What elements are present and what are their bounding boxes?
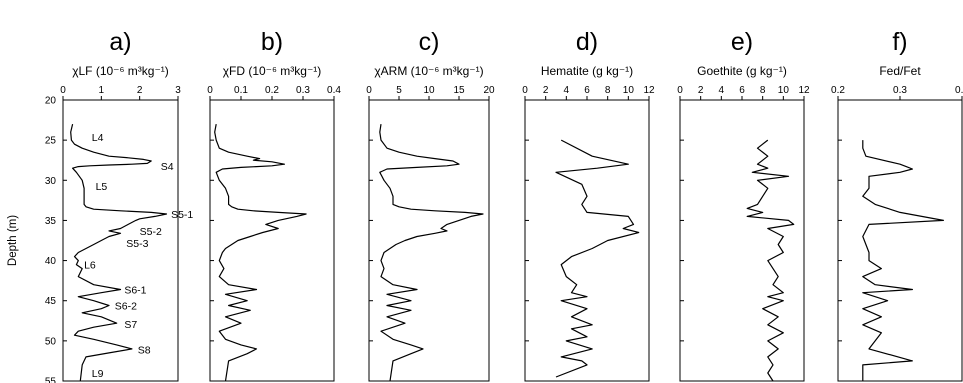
x-tick-label: 0.3 [893,85,907,96]
x-tick-label: 0.4 [955,85,963,96]
panel-frame [368,99,490,382]
layer-label: L4 [92,132,104,144]
panel-frame [62,99,179,382]
y-tick-label: 55 [45,377,57,383]
x-tick-label: 2 [543,85,549,96]
panel-letter: a) [109,28,131,56]
x-tick-label: 12 [643,85,655,96]
x-tick-label: 4 [564,85,570,96]
layer-label: S6-2 [115,301,137,313]
x-tick-label: 0.2 [831,85,845,96]
panel-x-axis-title: Fed/Fet [879,64,921,78]
layer-label: S5-1 [171,209,193,221]
y-axis-label: Depth (m) [7,215,19,266]
layer-label: S8 [138,345,151,357]
layer-label: S4 [161,161,174,173]
x-tick-label: 20 [483,85,495,96]
panel-letter: d) [576,28,598,56]
panel-frame [209,99,335,382]
panel-letter: f) [892,28,907,56]
panel-x-axis-title: χFD (10⁻⁶ m³kg⁻¹) [223,64,322,78]
series-line [746,139,795,382]
x-tick-label: 0 [677,85,683,96]
layer-label: L9 [92,368,104,380]
layer-label: L6 [84,260,96,272]
panel-letter: b) [261,28,283,56]
y-tick-label: 40 [45,256,57,267]
x-tick-label: 8 [760,85,766,96]
x-tick-label: 6 [584,85,590,96]
x-tick-label: 2 [137,85,143,96]
x-tick-label: 3 [175,85,181,96]
layer-label: S5-3 [126,238,148,250]
y-tick-label: 35 [45,216,57,227]
series-line [214,123,307,382]
series-line [555,139,640,378]
series-line [70,123,168,382]
x-tick-label: 8 [605,85,611,96]
panel-x-axis-title: Goethite (g kg⁻¹) [697,64,787,78]
x-tick-label: 10 [623,85,635,96]
x-tick-label: 0.1 [234,85,248,96]
x-tick-label: 4 [719,85,725,96]
x-tick-label: 6 [739,85,745,96]
y-tick-label: 25 [45,136,57,147]
x-tick-label: 1 [99,85,105,96]
panel-letter: e) [731,28,753,56]
x-tick-label: 2 [698,85,704,96]
x-tick-label: 0 [522,85,528,96]
x-tick-label: 0.4 [327,85,341,96]
x-tick-label: 0.3 [296,85,310,96]
x-tick-label: 10 [423,85,435,96]
y-tick-label: 45 [45,296,57,307]
y-tick-label: 30 [45,176,57,187]
layer-label: S7 [124,319,137,331]
x-tick-label: 0 [207,85,213,96]
x-tick-label: 15 [453,85,465,96]
series-line [379,124,484,382]
panel-frame [524,99,650,382]
y-tick-label: 20 [45,96,57,107]
x-tick-label: 5 [396,85,402,96]
panel-x-axis-title: χLF (10⁻⁶ m³kg⁻¹) [72,64,169,78]
x-tick-label: 10 [778,85,790,96]
x-tick-label: 0.2 [265,85,279,96]
y-tick-label: 50 [45,336,57,347]
x-tick-label: 12 [798,85,810,96]
panel-x-axis-title: χARM (10⁻⁶ m³kg⁻¹) [374,64,483,78]
panel-x-axis-title: Hematite (g kg⁻¹) [541,64,633,78]
panel-letter: c) [419,28,440,56]
panel-frame [837,99,963,382]
layer-label: S6-1 [124,284,146,296]
x-tick-label: 0 [366,85,372,96]
series-line [862,140,945,381]
x-tick-label: 0 [60,85,66,96]
panel-frame [679,99,805,382]
layer-label: L5 [96,181,108,193]
layer-label: S5-2 [140,226,162,238]
